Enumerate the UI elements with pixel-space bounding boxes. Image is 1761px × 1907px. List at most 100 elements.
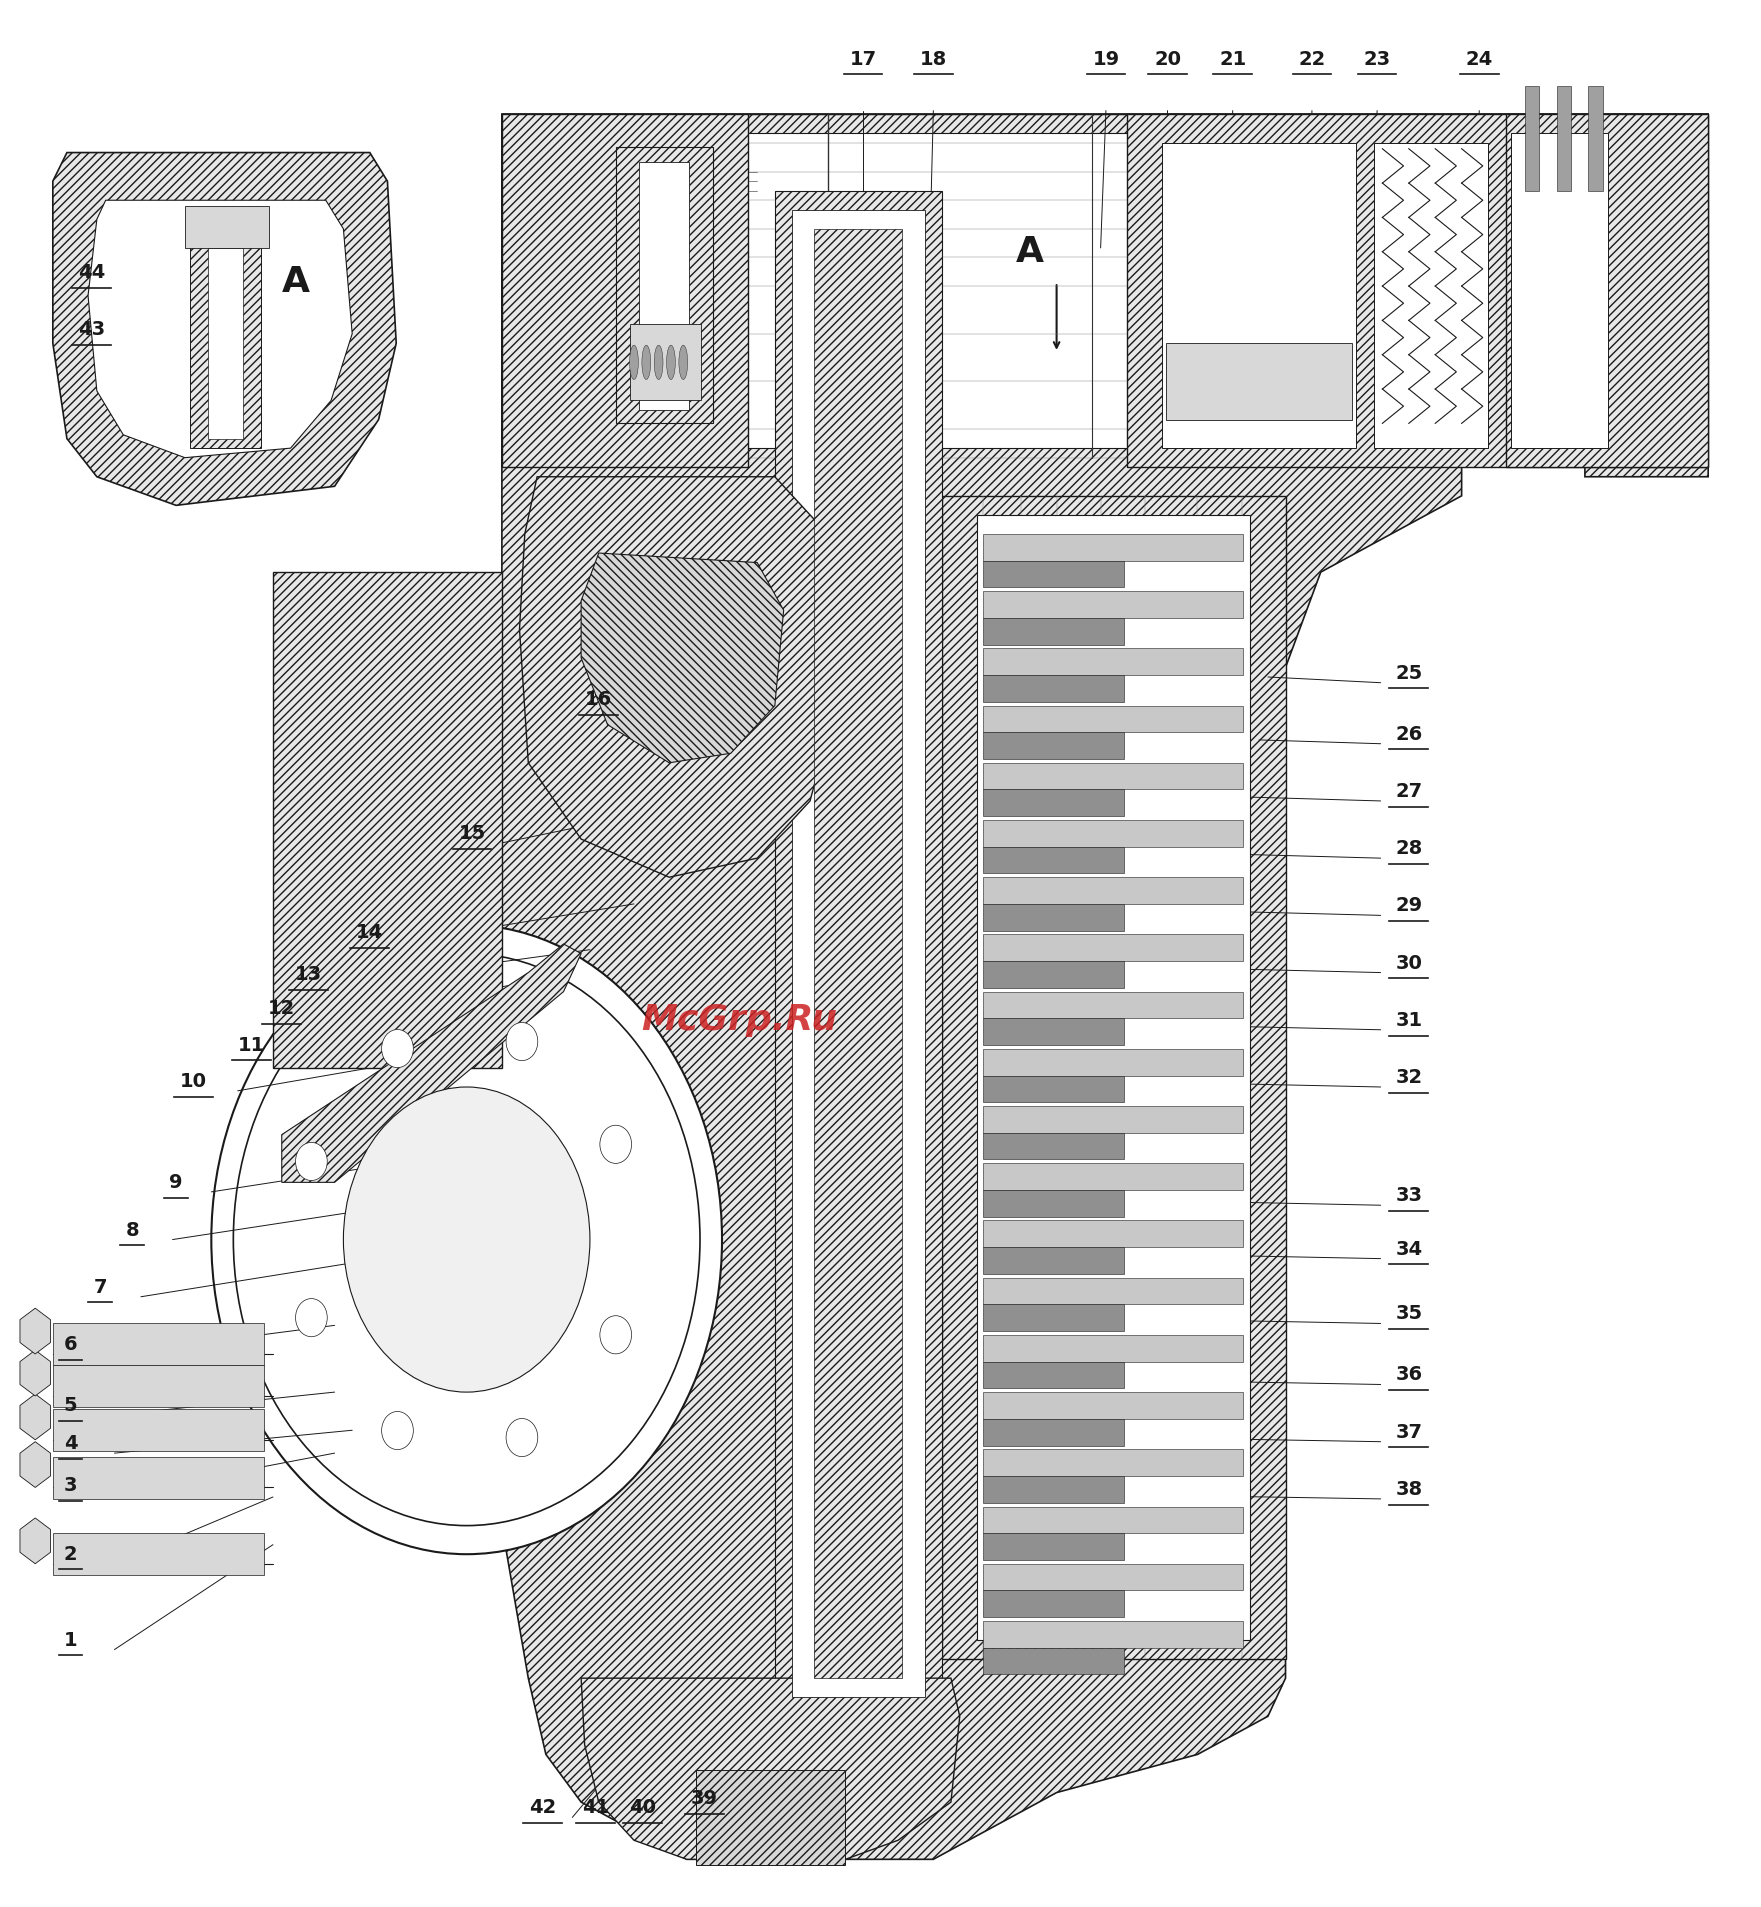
Text: 39: 39 xyxy=(690,1789,718,1808)
Bar xyxy=(983,648,1243,675)
Bar xyxy=(983,1362,1124,1388)
Bar xyxy=(696,1770,845,1865)
Bar xyxy=(983,1018,1124,1045)
Text: 7: 7 xyxy=(93,1278,107,1297)
Bar xyxy=(1557,86,1571,191)
Bar xyxy=(983,1247,1124,1274)
Bar xyxy=(983,961,1124,988)
Bar xyxy=(1588,86,1603,191)
Text: 36: 36 xyxy=(1395,1365,1423,1384)
Text: A: A xyxy=(1016,235,1044,269)
Bar xyxy=(983,1133,1124,1159)
Bar xyxy=(983,1278,1243,1304)
Bar xyxy=(639,162,689,410)
Bar xyxy=(983,1392,1243,1419)
Bar xyxy=(775,191,942,1716)
Text: 15: 15 xyxy=(458,824,486,843)
Text: 13: 13 xyxy=(294,965,322,984)
Polygon shape xyxy=(502,114,1708,1859)
Bar xyxy=(1166,343,1352,420)
Text: 22: 22 xyxy=(1298,50,1326,69)
Bar xyxy=(983,1507,1243,1533)
Text: 30: 30 xyxy=(1395,954,1423,973)
Polygon shape xyxy=(19,1394,51,1440)
Text: A: A xyxy=(282,265,310,299)
Text: 17: 17 xyxy=(849,50,877,69)
Bar xyxy=(1374,143,1488,448)
Text: 32: 32 xyxy=(1395,1068,1423,1087)
Text: 44: 44 xyxy=(77,263,106,282)
Bar xyxy=(185,206,269,248)
Ellipse shape xyxy=(629,345,637,379)
Bar xyxy=(983,591,1243,618)
Polygon shape xyxy=(581,1678,960,1859)
Text: 40: 40 xyxy=(629,1798,657,1817)
Ellipse shape xyxy=(666,345,676,379)
Bar xyxy=(792,210,925,1697)
Bar xyxy=(273,572,502,1068)
Ellipse shape xyxy=(505,1419,537,1457)
Bar xyxy=(977,515,1250,1640)
Text: 16: 16 xyxy=(585,690,613,709)
Polygon shape xyxy=(19,1518,51,1564)
Text: 1: 1 xyxy=(63,1630,77,1650)
Bar xyxy=(983,1533,1124,1560)
Bar xyxy=(983,1163,1243,1190)
Bar xyxy=(983,934,1243,961)
Ellipse shape xyxy=(296,1299,328,1337)
Text: 35: 35 xyxy=(1395,1304,1423,1323)
Bar xyxy=(208,248,243,439)
Bar xyxy=(983,1106,1243,1133)
Bar xyxy=(983,732,1124,759)
Text: 37: 37 xyxy=(1395,1423,1423,1442)
Ellipse shape xyxy=(296,1142,328,1180)
Text: 27: 27 xyxy=(1395,782,1423,801)
Text: 43: 43 xyxy=(77,320,106,339)
Bar xyxy=(1525,86,1539,191)
Bar xyxy=(502,114,748,467)
Text: 5: 5 xyxy=(63,1396,77,1415)
Bar xyxy=(53,1409,264,1451)
Text: 4: 4 xyxy=(63,1434,77,1453)
Bar xyxy=(983,877,1243,904)
Bar xyxy=(983,847,1124,873)
Text: 8: 8 xyxy=(125,1220,139,1240)
Bar xyxy=(983,992,1243,1018)
Ellipse shape xyxy=(641,345,652,379)
Bar xyxy=(983,534,1243,561)
Bar xyxy=(983,675,1124,702)
Text: 28: 28 xyxy=(1395,839,1423,858)
Text: 14: 14 xyxy=(356,923,384,942)
Bar xyxy=(53,1323,264,1365)
Bar xyxy=(53,1365,264,1407)
Text: 33: 33 xyxy=(1395,1186,1423,1205)
Bar xyxy=(983,904,1124,931)
Bar xyxy=(983,1049,1243,1076)
Text: 6: 6 xyxy=(63,1335,77,1354)
Ellipse shape xyxy=(505,1022,537,1060)
Ellipse shape xyxy=(343,1087,590,1392)
Bar xyxy=(814,229,902,1678)
Bar xyxy=(564,133,1479,448)
Bar xyxy=(983,1304,1124,1331)
Text: 41: 41 xyxy=(581,1798,609,1817)
Polygon shape xyxy=(53,153,396,505)
Polygon shape xyxy=(519,477,845,877)
Polygon shape xyxy=(19,1442,51,1487)
Text: 23: 23 xyxy=(1363,50,1391,69)
Text: 25: 25 xyxy=(1395,664,1423,683)
Bar xyxy=(53,1457,264,1499)
Text: McGrp.Ru: McGrp.Ru xyxy=(641,1003,838,1037)
Bar xyxy=(53,1533,264,1575)
Text: 9: 9 xyxy=(169,1173,183,1192)
Text: 18: 18 xyxy=(919,50,947,69)
Polygon shape xyxy=(19,1308,51,1354)
Text: 20: 20 xyxy=(1153,50,1182,69)
Bar xyxy=(983,1190,1124,1217)
Ellipse shape xyxy=(655,345,664,379)
Bar xyxy=(942,496,1286,1659)
Polygon shape xyxy=(19,1350,51,1396)
Bar xyxy=(1162,143,1356,448)
Text: 29: 29 xyxy=(1395,896,1423,915)
Bar xyxy=(983,1648,1124,1674)
